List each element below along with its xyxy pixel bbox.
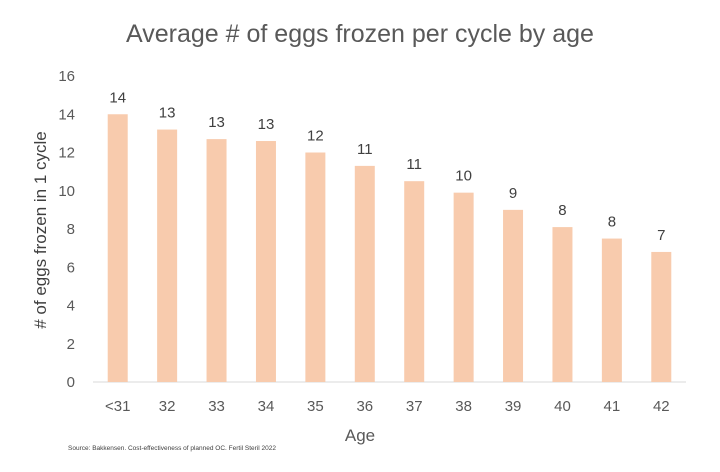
x-tick-label: 37 xyxy=(406,398,423,415)
x-tick-label: 33 xyxy=(208,398,225,415)
bar xyxy=(453,192,474,382)
x-tick-label: 40 xyxy=(554,398,571,415)
bar xyxy=(651,251,672,382)
y-tick-label: 12 xyxy=(58,145,75,162)
bar xyxy=(404,181,425,382)
data-label: 12 xyxy=(307,128,324,145)
data-label: 7 xyxy=(657,227,665,244)
y-tick-label: 16 xyxy=(58,68,75,85)
data-label: 13 xyxy=(258,116,275,133)
x-tick-label: 34 xyxy=(258,398,275,415)
bar xyxy=(255,141,276,382)
y-tick-label: 6 xyxy=(67,259,75,276)
bar xyxy=(107,114,128,382)
y-tick-label: 8 xyxy=(67,221,75,238)
x-tick-label: 32 xyxy=(159,398,176,415)
source-note: Source: Bakkensen. Cost-effectiveness of… xyxy=(68,445,276,452)
data-label: 8 xyxy=(608,214,616,231)
bar xyxy=(552,227,573,382)
data-label: 13 xyxy=(159,105,176,122)
data-label: 8 xyxy=(558,202,566,219)
y-tick-label: 14 xyxy=(58,106,75,123)
y-tick-label: 10 xyxy=(58,183,75,200)
y-tick-label: 0 xyxy=(67,374,75,391)
data-label: 11 xyxy=(406,156,422,173)
chart-title: Average # of eggs frozen per cycle by ag… xyxy=(126,20,594,48)
bar xyxy=(305,152,326,382)
x-tick-label: <31 xyxy=(105,398,130,415)
data-label: 10 xyxy=(455,168,472,185)
x-tick-label: 36 xyxy=(356,398,373,415)
x-tick-label: 35 xyxy=(307,398,324,415)
data-label: 14 xyxy=(109,89,126,106)
bar xyxy=(503,209,524,382)
x-tick-label: 42 xyxy=(653,398,670,415)
data-label: 9 xyxy=(509,185,517,202)
x-tick-label: 39 xyxy=(505,398,522,415)
x-tick-label: 38 xyxy=(455,398,472,415)
bar xyxy=(601,238,622,382)
y-tick-label: 4 xyxy=(67,298,75,315)
y-tick-label: 2 xyxy=(67,336,75,353)
data-label: 11 xyxy=(357,141,373,158)
data-label: 13 xyxy=(208,114,225,131)
x-tick-label: 41 xyxy=(604,398,621,415)
bar xyxy=(157,129,178,382)
bar xyxy=(354,165,375,382)
x-axis-label: Age xyxy=(344,426,376,445)
bar xyxy=(206,139,227,382)
